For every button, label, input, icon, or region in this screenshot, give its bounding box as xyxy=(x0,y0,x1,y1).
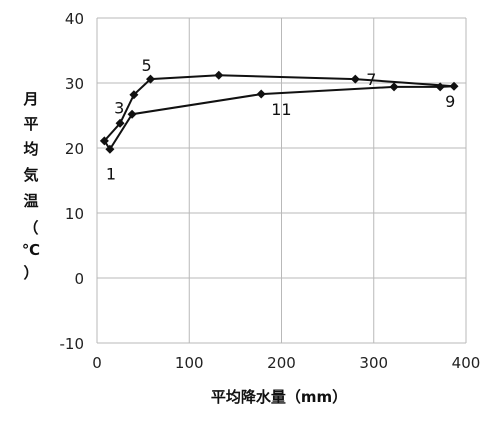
data-point-month-1 xyxy=(105,144,115,154)
point-label-5: 5 xyxy=(142,56,152,75)
data-point-month-9 xyxy=(435,82,445,92)
x-tick-label: 400 xyxy=(452,354,481,372)
y-axis-title-char: 温 xyxy=(23,192,38,210)
x-axis-title: 平均降水量（mm） xyxy=(211,388,347,406)
x-tick-label: 0 xyxy=(92,354,102,372)
data-point-month-5 xyxy=(146,74,156,84)
y-tick-label: 20 xyxy=(65,140,84,158)
data-point-month-4 xyxy=(129,90,139,100)
data-point-month-3 xyxy=(115,118,125,128)
data-point-month-10 xyxy=(389,82,399,92)
y-axis-title-char: 気 xyxy=(23,166,38,184)
y-tick-label: 0 xyxy=(74,270,84,288)
y-tick-label: 10 xyxy=(65,205,84,223)
data-point-month-2 xyxy=(99,136,109,146)
point-label-1: 1 xyxy=(106,164,116,183)
y-axis-title-char: （ xyxy=(23,219,38,237)
data-point-month-8 xyxy=(449,81,459,91)
gridlines xyxy=(96,17,467,344)
y-axis-title-char: ℃ xyxy=(22,241,40,259)
tick-labels: 0 100 200 300 400 -10 0 10 20 30 40 xyxy=(60,10,481,372)
data-point-month-12 xyxy=(127,109,137,119)
point-label-9: 9 xyxy=(445,92,455,111)
data-markers xyxy=(99,70,459,154)
point-label-7: 7 xyxy=(366,70,376,89)
point-labels: 1 3 5 7 9 11 xyxy=(106,56,455,183)
x-tick-label: 200 xyxy=(267,354,296,372)
y-axis-title-char: 均 xyxy=(23,140,38,158)
point-label-3: 3 xyxy=(114,98,124,117)
y-tick-label: 30 xyxy=(65,75,84,93)
y-tick-label: -10 xyxy=(60,335,85,353)
y-axis-title-char: ） xyxy=(23,264,38,282)
y-tick-label: 40 xyxy=(65,10,84,28)
point-label-11: 11 xyxy=(271,100,291,119)
y-axis-title-char: 月 xyxy=(22,90,38,108)
y-axis-title-char: 平 xyxy=(23,115,38,133)
data-point-month-7 xyxy=(350,74,360,84)
x-tick-label: 100 xyxy=(175,354,204,372)
x-tick-label: 300 xyxy=(359,354,388,372)
data-point-month-11 xyxy=(256,89,266,99)
data-point-month-6 xyxy=(214,70,224,80)
